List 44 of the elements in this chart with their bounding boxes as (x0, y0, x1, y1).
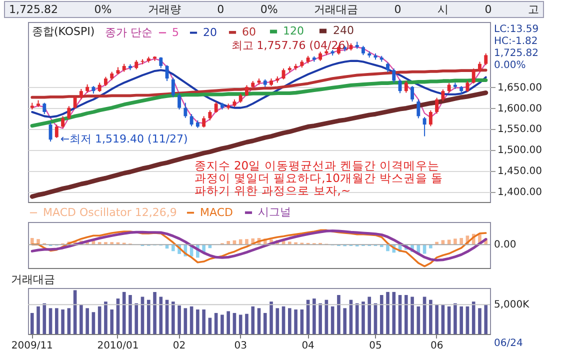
ref-line-label: 5,000K (494, 300, 530, 311)
y-tick-label: 1,450.00 (498, 166, 542, 178)
legend-label: MACD (200, 206, 233, 219)
text: 0.00% (494, 60, 526, 71)
legend-label: 60 (242, 25, 256, 38)
text: 06/24 (494, 338, 523, 349)
text: 거래대금 (314, 2, 358, 17)
x-tick-label: 2009/11 (11, 340, 53, 352)
x-tick-label: 02 (172, 340, 186, 352)
y-tick-label: 1,650.00 (498, 82, 542, 94)
text: 0% (260, 3, 278, 16)
legend-label: 120 (283, 24, 304, 38)
text: 거래량 (148, 2, 181, 17)
legend-label: 20 (203, 26, 217, 39)
x-tick-label: 05 (369, 340, 382, 352)
text: 0 (484, 3, 492, 16)
legend-label: MACD Oscillator 12,26,9 (43, 206, 177, 219)
text: 시 (438, 2, 449, 17)
text: 0 (394, 3, 402, 16)
y-tick-label: 1,550.00 (498, 124, 542, 136)
text: 0% (94, 3, 112, 16)
chart-title: 종합(KOSPI) (32, 25, 95, 38)
legend-title: 종가 단순 (105, 26, 152, 39)
text: 1,725.82 (9, 3, 58, 16)
x-tick-label: 03 (234, 340, 247, 352)
annotation: 최고 1,757.76 (04/26) (231, 39, 350, 52)
legend-label: 5 (172, 26, 179, 39)
ref-line-label: 0.00 (494, 240, 516, 251)
text: 1,725.82 (494, 48, 539, 59)
y-tick-label: 1,500.00 (498, 145, 542, 156)
y-tick-label: 1,400.00 (498, 187, 542, 198)
x-tick-label: 06 (430, 340, 444, 352)
y-tick-label: 1,600.00 (498, 103, 542, 114)
text: 0 (217, 3, 224, 16)
x-tick-label: 04 (302, 340, 314, 352)
annotation: ←최저 1,519.40 (11/27) (60, 132, 188, 146)
text: HC:-1.82 (494, 36, 538, 47)
legend-label: 240 (333, 24, 354, 37)
text: LC:13.59 (494, 24, 539, 35)
chart-title: 거래대금 (10, 273, 55, 286)
text: 고 (528, 2, 539, 17)
annotation: 종지수 20일 이동평균선과 켄들간 이격메우는 과정이 몇일더 필요하다,10개월간 박스권을 돌 파하기 위한 과정으로 보자,~ (194, 158, 444, 198)
x-tick-label: 2010/01 (97, 340, 139, 352)
legend-label: 시그널 (258, 206, 291, 219)
